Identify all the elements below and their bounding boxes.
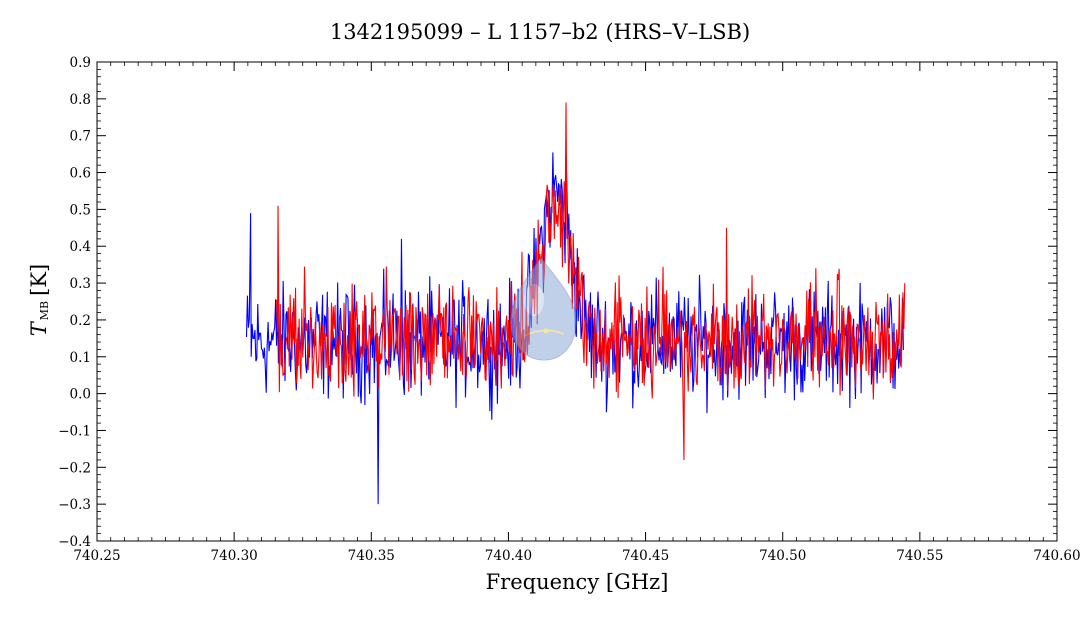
y-tick-label: 0.6 — [70, 166, 91, 182]
x-tick-label: 740.55 — [896, 548, 943, 564]
y-tick-label: −0.4 — [58, 534, 91, 550]
x-tick-label: 740.40 — [485, 548, 532, 564]
y-tick-label: 0.1 — [70, 350, 91, 366]
y-tick-label: −0.2 — [58, 460, 91, 476]
x-tick-label: 740.45 — [622, 548, 669, 564]
y-axis-label-symbol: T — [27, 320, 51, 336]
y-axis-label-subscript: MB — [38, 301, 51, 320]
x-axis-label: Frequency [GHz] — [486, 570, 669, 594]
y-tick-label: 0.2 — [70, 313, 91, 329]
x-tick-label: 740.35 — [348, 548, 395, 564]
x-tick-label: 740.50 — [759, 548, 806, 564]
y-tick-label: 0.5 — [70, 202, 91, 218]
spectrum-series-line-1 — [245, 152, 904, 505]
axes-layer: 740.25 740.30 740.35 740.40 740.45 740.50 740.… — [58, 55, 1080, 564]
y-tick-label: 0.0 — [70, 387, 91, 403]
x-tick-label: 740.25 — [73, 548, 120, 564]
y-tick-label: −0.3 — [58, 497, 91, 513]
watermark-logo — [510, 257, 577, 361]
y-tick-label: 0.8 — [70, 92, 91, 108]
y-tick-label: 0.3 — [70, 276, 91, 292]
y-tick-label: 0.9 — [70, 55, 91, 71]
y-tick-label: 0.7 — [70, 129, 91, 145]
spectrum-series-line-2 — [276, 102, 906, 460]
x-tick-label: 740.30 — [211, 548, 258, 564]
y-axis-label: TMB [K] — [27, 264, 51, 336]
chart-title: 1342195099 – L 1157–b2 (HRS–V–LSB) — [330, 20, 750, 44]
y-tick-label: 0.4 — [70, 239, 91, 255]
watermark-highlight — [524, 284, 544, 316]
y-axis-label-unit: [K] — [27, 264, 51, 296]
y-tick-label: −0.1 — [58, 423, 91, 439]
x-tick-label: 740.60 — [1033, 548, 1080, 564]
watermark-swirl — [523, 329, 565, 337]
series-layer — [245, 102, 906, 505]
